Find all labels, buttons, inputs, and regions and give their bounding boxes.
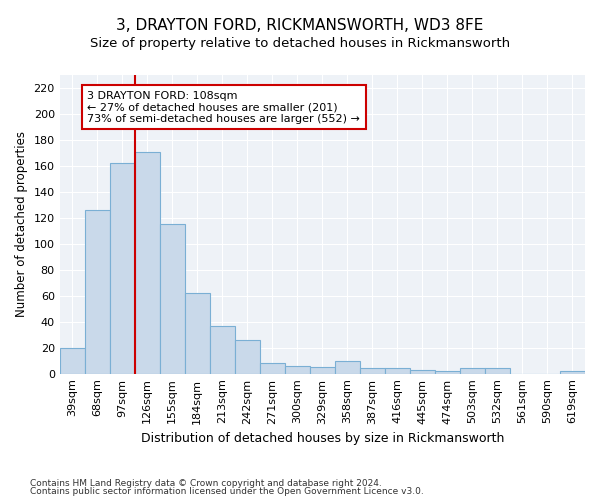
- Bar: [385, 368, 410, 374]
- Bar: [185, 293, 210, 374]
- Bar: [560, 371, 585, 374]
- Bar: [260, 364, 285, 374]
- Bar: [210, 326, 235, 374]
- Bar: [435, 371, 460, 374]
- Text: Contains public sector information licensed under the Open Government Licence v3: Contains public sector information licen…: [30, 487, 424, 496]
- Bar: [85, 210, 110, 374]
- Bar: [335, 360, 360, 374]
- Text: 3 DRAYTON FORD: 108sqm
← 27% of detached houses are smaller (201)
73% of semi-de: 3 DRAYTON FORD: 108sqm ← 27% of detached…: [87, 90, 360, 124]
- Bar: [110, 164, 135, 374]
- Bar: [285, 366, 310, 374]
- Text: 3, DRAYTON FORD, RICKMANSWORTH, WD3 8FE: 3, DRAYTON FORD, RICKMANSWORTH, WD3 8FE: [116, 18, 484, 32]
- Bar: [460, 368, 485, 374]
- Bar: [59, 348, 85, 374]
- Bar: [235, 340, 260, 374]
- X-axis label: Distribution of detached houses by size in Rickmansworth: Distribution of detached houses by size …: [140, 432, 504, 445]
- Bar: [410, 370, 435, 374]
- Bar: [360, 368, 385, 374]
- Y-axis label: Number of detached properties: Number of detached properties: [15, 132, 28, 318]
- Bar: [485, 368, 510, 374]
- Bar: [135, 152, 160, 374]
- Text: Size of property relative to detached houses in Rickmansworth: Size of property relative to detached ho…: [90, 38, 510, 51]
- Text: Contains HM Land Registry data © Crown copyright and database right 2024.: Contains HM Land Registry data © Crown c…: [30, 478, 382, 488]
- Bar: [310, 367, 335, 374]
- Bar: [160, 224, 185, 374]
